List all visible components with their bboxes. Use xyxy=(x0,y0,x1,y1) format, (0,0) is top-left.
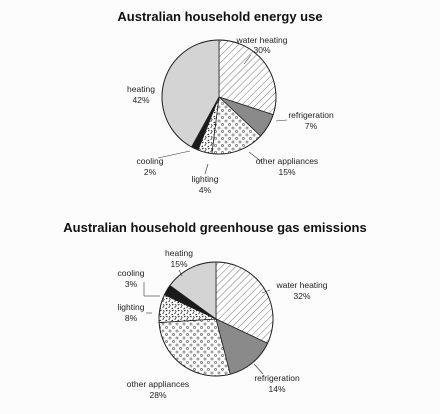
energy-leader-lighting xyxy=(204,163,209,175)
energy-value-water-heating: 30% xyxy=(253,45,270,55)
emissions-value-refrigeration: 14% xyxy=(268,384,285,394)
emissions-chart-title: Australian household greenhouse gas emis… xyxy=(63,220,366,235)
emissions-value-cooling: 3% xyxy=(125,279,138,289)
emissions-slice-outline xyxy=(158,261,274,377)
energy-value-lighting: 4% xyxy=(199,185,212,195)
emissions-value-other-appliances: 28% xyxy=(149,390,166,400)
emissions-label-refrigeration: refrigeration xyxy=(254,373,300,383)
energy-leader-other-appliances xyxy=(248,151,263,163)
energy-value-heating: 42% xyxy=(132,95,149,105)
energy-use-chart: Australian household energy use water he… xyxy=(117,9,334,195)
emissions-label-water-heating: water heating xyxy=(275,280,327,290)
energy-chart-title: Australian household energy use xyxy=(117,9,322,24)
energy-label-water-heating: water heating xyxy=(235,35,287,45)
energy-leader-lines xyxy=(157,54,288,175)
energy-value-other-appliances: 15% xyxy=(278,167,295,177)
energy-value-cooling: 2% xyxy=(144,167,157,177)
energy-pie xyxy=(161,39,277,155)
energy-slice-outline xyxy=(161,39,277,155)
energy-label-lighting: lighting xyxy=(192,174,219,184)
energy-leader-cooling xyxy=(157,150,191,159)
emissions-label-cooling: cooling xyxy=(118,268,145,278)
energy-label-cooling: cooling xyxy=(137,156,164,166)
emissions-leader-water-heating xyxy=(261,289,271,294)
emissions-value-heating: 15% xyxy=(170,259,187,269)
energy-value-refrigeration: 7% xyxy=(305,121,318,131)
emissions-pie xyxy=(158,261,274,377)
greenhouse-emissions-chart: Australian household greenhouse gas emis… xyxy=(63,220,366,400)
energy-leader-refrigeration xyxy=(275,119,288,122)
energy-label-refrigeration: refrigeration xyxy=(288,110,334,120)
emissions-leader-heating xyxy=(178,269,183,277)
emissions-leader-lines xyxy=(143,269,271,375)
emissions-label-other-appliances: other appliances xyxy=(127,379,189,389)
emissions-label-heating: heating xyxy=(165,248,193,258)
emissions-value-lighting: 8% xyxy=(125,313,138,323)
emissions-value-water-heating: 32% xyxy=(293,291,310,301)
emissions-leader-refrigeration xyxy=(253,363,264,375)
emissions-label-lighting: lighting xyxy=(118,302,145,312)
energy-label-other-appliances: other appliances xyxy=(256,156,318,166)
energy-leader-water-heating xyxy=(243,54,252,65)
energy-label-heating: heating xyxy=(127,84,155,94)
